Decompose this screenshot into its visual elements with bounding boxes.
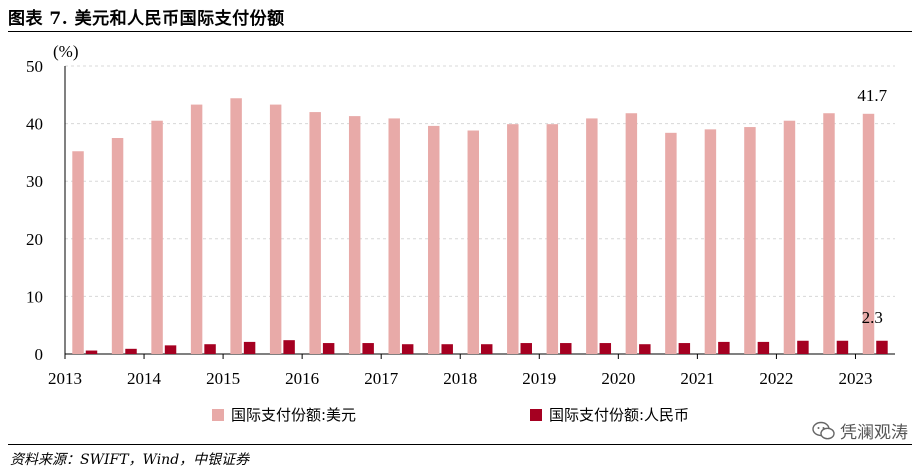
bar-usd [783, 120, 796, 354]
bar-cny [85, 350, 98, 354]
bar-usd [625, 113, 638, 355]
bar-usd [428, 125, 440, 355]
x-tick-label: 2014 [127, 369, 162, 388]
bar-cny [283, 340, 295, 354]
legend-label-cny: 国际支付份额:人民币 [549, 406, 690, 424]
data-label: 2.3 [862, 308, 883, 327]
y-tick-label: 50 [26, 57, 43, 76]
y-tick-label: 20 [26, 230, 43, 249]
bar-cny [401, 344, 414, 354]
y-tick-label: 0 [35, 345, 44, 364]
bar-usd [862, 113, 875, 354]
bar-cny [243, 341, 256, 354]
legend-swatch-cny [530, 408, 542, 421]
bar-cny [599, 343, 612, 354]
bar-cny [718, 341, 730, 354]
bar-usd [72, 151, 84, 354]
y-axis-label: (%) [53, 42, 78, 61]
bar-usd [704, 129, 717, 354]
chart-legend: 国际支付份额:美元 国际支付份额:人民币 [0, 398, 920, 434]
bar-cny [362, 343, 374, 354]
bar-cny [757, 341, 770, 354]
bar-cny [876, 340, 888, 354]
source-rule [8, 444, 912, 445]
bar-usd [467, 130, 479, 354]
y-tick-label: 30 [26, 172, 43, 191]
figure-title: 图表 7. 美元和人民币国际支付份额 [8, 9, 285, 29]
watermark-text: 凭澜观涛 [840, 423, 908, 443]
bar-usd [111, 138, 124, 354]
bar-usd [507, 124, 519, 355]
x-tick-label: 2022 [759, 369, 793, 388]
bar-usd [348, 116, 361, 354]
bar-chart: 0 10 20 30 40 50 (%) 2013 2014 2015 2016 2017 2018 20… [26, 42, 895, 388]
watermark: 凭澜观涛 [812, 418, 908, 443]
bar-usd [665, 132, 677, 354]
legend-swatch-usd [212, 408, 224, 421]
wechat-icon [812, 421, 835, 439]
bar-usd [546, 124, 559, 355]
data-label: 41.7 [857, 86, 887, 105]
bar-usd [151, 120, 163, 354]
x-tick-label: 2020 [601, 369, 635, 388]
bar-cny [441, 344, 453, 354]
x-tick-label: 2013 [48, 369, 82, 388]
bar-cny [481, 344, 493, 354]
bar-cny [125, 348, 137, 354]
bar-cny [560, 343, 572, 354]
bar-usd [586, 118, 598, 354]
bar-cny [520, 343, 532, 354]
x-tick-label: 2023 [838, 369, 872, 388]
x-tick-label: 2019 [522, 369, 556, 388]
y-tick-label: 40 [26, 115, 43, 134]
legend-item-usd: 国际支付份额:美元 [212, 404, 356, 425]
x-tick-label: 2018 [443, 369, 477, 388]
bar-cny [322, 343, 335, 354]
bar-usd [269, 104, 282, 354]
bar-cny [797, 340, 809, 354]
bar-usd [309, 112, 321, 354]
bar-usd [823, 113, 835, 355]
bar-cny [639, 344, 651, 354]
bar-usd [744, 127, 756, 354]
bar-cny [678, 343, 691, 354]
x-tick-label: 2017 [364, 369, 399, 388]
x-tick-label: 2021 [680, 369, 714, 388]
bar-usd [190, 104, 203, 354]
y-tick-label: 10 [26, 287, 43, 306]
title-rule [8, 31, 912, 32]
bar-usd [388, 118, 400, 354]
source-note: 资料来源：SWIFT，Wind，中银证券 [10, 452, 250, 468]
x-tick-label: 2016 [285, 369, 319, 388]
bar-cny [204, 344, 216, 354]
x-tick-label: 2015 [206, 369, 240, 388]
bar-cny [164, 345, 177, 354]
bar-usd [230, 98, 242, 354]
legend-item-cny: 国际支付份额:人民币 [530, 404, 689, 425]
legend-label-usd: 国际支付份额:美元 [231, 406, 357, 424]
bar-cny [836, 340, 849, 354]
